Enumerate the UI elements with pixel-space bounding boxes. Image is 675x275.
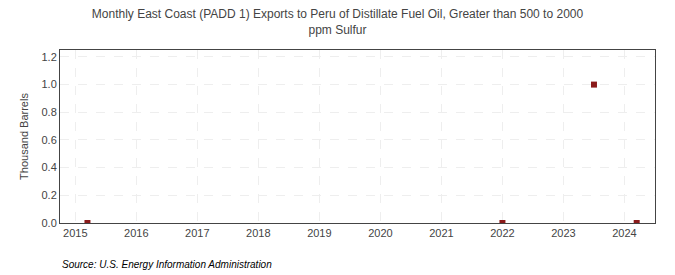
svg-text:Thousand Barrels: Thousand Barrels bbox=[18, 93, 30, 180]
svg-text:2020: 2020 bbox=[368, 227, 392, 239]
svg-text:Monthly East Coast (PADD 1) Ex: Monthly East Coast (PADD 1) Exports to P… bbox=[92, 7, 584, 37]
svg-text:1.2: 1.2 bbox=[42, 51, 57, 63]
svg-text:2018: 2018 bbox=[246, 227, 270, 239]
svg-text:0.8: 0.8 bbox=[42, 106, 57, 118]
svg-text:2024: 2024 bbox=[612, 227, 636, 239]
svg-text:0.2: 0.2 bbox=[42, 189, 57, 201]
svg-text:Source: U.S. Energy Informatio: Source: U.S. Energy Information Administ… bbox=[62, 259, 272, 270]
svg-text:0.4: 0.4 bbox=[42, 161, 57, 173]
svg-text:2022: 2022 bbox=[490, 227, 514, 239]
svg-text:2015: 2015 bbox=[63, 227, 87, 239]
svg-text:2019: 2019 bbox=[307, 227, 331, 239]
svg-text:2021: 2021 bbox=[429, 227, 453, 239]
svg-text:2017: 2017 bbox=[185, 227, 209, 239]
svg-text:2016: 2016 bbox=[124, 227, 148, 239]
svg-text:2023: 2023 bbox=[551, 227, 575, 239]
svg-text:0.6: 0.6 bbox=[42, 134, 57, 146]
svg-text:1.0: 1.0 bbox=[42, 78, 57, 90]
svg-text:0.0: 0.0 bbox=[42, 217, 57, 229]
